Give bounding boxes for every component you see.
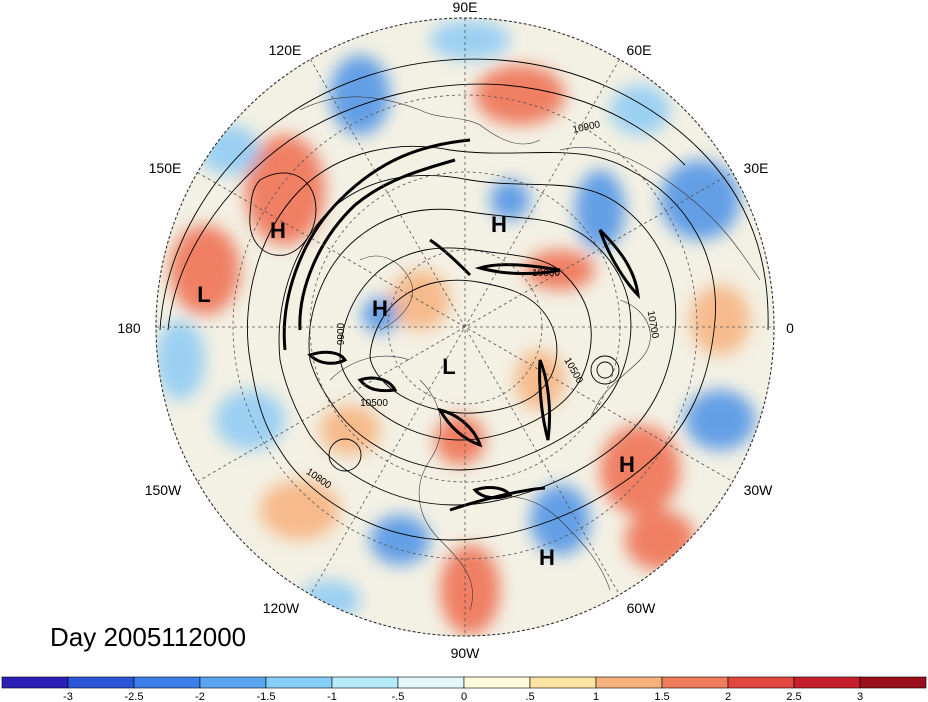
anomaly-patch [430,20,510,60]
colorbar: -3 -2.5 -2 -1.5 -1 -.5 0 .5 1 1.5 2 2.5 3 [1,676,927,702]
low-marker: L [197,282,210,307]
colorbar-cell [661,676,729,689]
colorbar-tick-label: -1 [327,691,337,702]
colorbar-tick-label: 0 [461,691,467,702]
contour-label: 10500 [360,398,388,409]
longitude-labels: 90E 60E 30E 0 30W 60W 90W 120W 150W 180 … [117,0,794,661]
anomaly-patch [660,160,740,240]
anomaly-patch [685,390,755,450]
anomaly-patch [156,320,205,400]
colorbar-tick-label: -3 [63,691,73,702]
lon-label-0: 0 [786,320,794,336]
high-marker: H [372,296,388,321]
anomaly-patch [610,85,670,135]
colorbar-cell [1,676,69,689]
graticule [156,18,774,636]
anomaly-patch [170,225,240,315]
lon-label-120w: 120W [263,600,300,616]
colorbar-tick-label: 1 [593,691,599,702]
lon-label-180: 180 [117,320,141,336]
pressure-systems: H H H H H L L [197,212,635,570]
contour-label: 9900 [336,322,347,345]
colorbar-tick-label: -2.5 [125,691,144,702]
anomaly-patch [330,55,390,135]
lon-label-60w: 60W [627,600,657,616]
contour-label: 10700 [645,310,661,340]
anomaly-patch [575,170,625,250]
colorbar-tick-label: 1.5 [654,691,669,702]
anomaly-patch [370,515,430,565]
colorbar-tick-label: 3 [857,691,863,702]
plot-title: Day 2005112000 [50,622,246,652]
lon-label-30e: 30E [744,160,769,176]
colorbar-cell [859,676,927,689]
colorbar-tick-label: -2 [195,691,205,702]
lon-label-120e: 120E [269,42,302,58]
height-contours [159,58,769,541]
anomaly-patch [200,125,260,175]
lon-label-90w: 90W [451,645,481,661]
anomaly-patch [625,510,695,570]
contour-label: 10000 [532,268,560,279]
colorbar-cell [67,676,135,689]
anomaly-patch [215,390,285,450]
colorbar-cell [595,676,663,689]
low-marker: L [442,354,455,379]
high-marker: H [270,218,286,243]
anomaly-patch [362,297,398,333]
colorbar-cell [199,676,267,689]
anomaly-patch [245,135,325,245]
anomaly-patch [320,405,380,455]
colorbar-cell [265,676,333,689]
colorbar-cell [331,676,399,689]
anomaly-patch [390,270,450,330]
colorbar-tick-label: 2.5 [786,691,801,702]
lon-label-30w: 30W [744,482,774,498]
lon-label-60e: 60E [627,42,652,58]
high-marker: H [491,212,507,237]
colorbar-tick-label: -.5 [392,691,405,702]
high-marker: H [619,452,635,477]
colorbar-cell [529,676,597,689]
lon-label-90e: 90E [453,0,478,15]
colorbar-cell [793,676,861,689]
anomaly-patch [475,65,565,125]
colorbar-tick-label: -1.5 [257,691,276,702]
colorbar-tick-label: .5 [525,691,534,702]
map-boundary [155,17,775,637]
colorbar-tick-label: 2 [725,691,731,702]
colorbar-cell [133,676,201,689]
anomaly-patch [440,545,500,635]
colorbar-cell [463,676,531,689]
anomaly-patch [490,180,530,220]
colorbar-cell [727,676,795,689]
coastlines [299,96,761,611]
high-marker: H [539,545,555,570]
lon-label-150e: 150E [149,160,182,176]
anomaly-patch [260,480,340,540]
anomaly-patch [690,285,750,355]
colorbar-cell [397,676,465,689]
lon-label-150w: 150W [145,482,182,498]
